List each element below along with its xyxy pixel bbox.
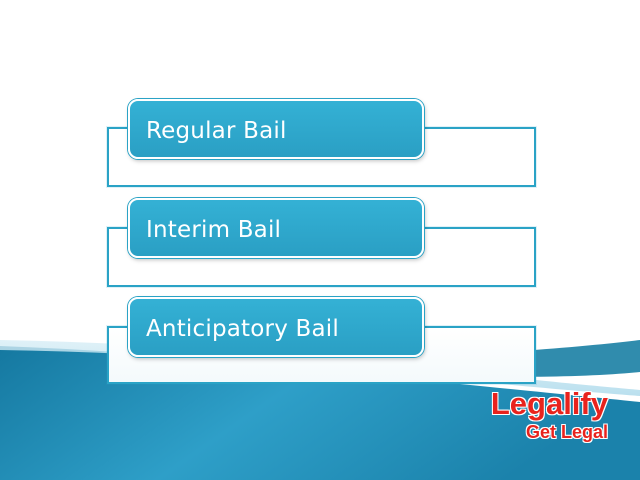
interim-bail-label: Interim Bail (146, 217, 282, 243)
diagram-box-interim-bail: Interim Bail (128, 198, 424, 258)
brand-logo: Legalify Get Legal (491, 386, 608, 442)
diagram-box-regular-bail: Regular Bail (128, 99, 424, 159)
anticipatory-bail-label: Anticipatory Bail (146, 316, 339, 342)
diagram-box-anticipatory-bail: Anticipatory Bail (128, 297, 424, 357)
brand-name: Legalify (490, 386, 608, 421)
regular-bail-label: Regular Bail (146, 118, 287, 144)
brand-tagline: Get Legal (525, 422, 608, 442)
